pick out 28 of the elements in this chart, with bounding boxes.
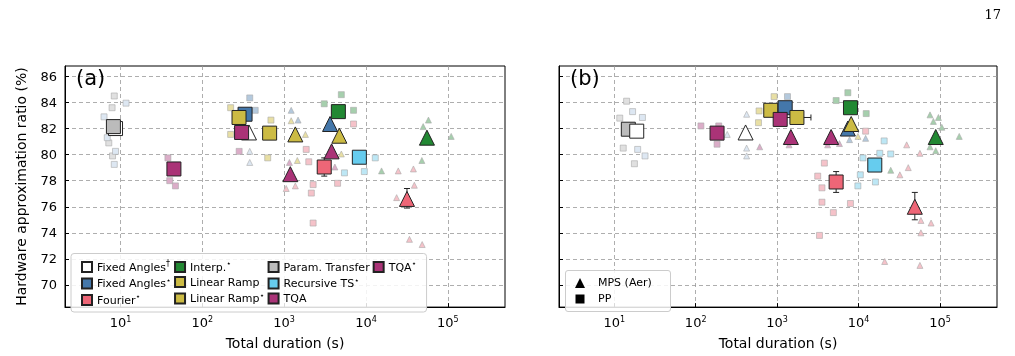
x-axis-title: Total duration (s)	[717, 334, 838, 351]
x-axis-title: Total duration (s)	[224, 334, 345, 351]
annotation: PP	[598, 291, 612, 307]
chart-title: (a)	[76, 65, 106, 90]
legend-label: Param. Transfer	[283, 260, 371, 274]
y-tick-label: 86	[40, 68, 57, 84]
legend-label: TQA⋆	[387, 259, 417, 274]
key-panel: MPS (Aer) PP	[565, 270, 671, 312]
text: 17	[984, 7, 1001, 22]
y-tick-label: 76	[40, 199, 57, 215]
chart-title: (b)	[570, 65, 600, 90]
legend-label: Fixed Angles†	[97, 259, 171, 274]
y-tick-label: 74	[40, 225, 57, 241]
y-tick-label: 72	[40, 251, 57, 267]
legend-label: Fourier⋆	[97, 292, 141, 307]
legend-label: Interp.⋆	[190, 259, 232, 274]
legend-label: Recursive TS⋆	[283, 275, 360, 290]
annotation: MPS (Aer)	[598, 275, 652, 291]
y-axis-title: Hardware approximation ratio (%)	[13, 67, 30, 306]
y-tick-label: 80	[40, 147, 57, 163]
legend-label: Linear Ramp	[190, 275, 260, 289]
legend-label: Linear Ramp⋆	[190, 290, 265, 305]
y-tick-label: 70	[40, 277, 57, 293]
y-tick-label: 82	[40, 121, 57, 137]
legend-label: TQA	[282, 292, 307, 305]
y-tick-label: 78	[40, 173, 57, 189]
legend-label: Fixed Angles⋆	[97, 275, 172, 290]
y-tick-label: 84	[40, 94, 57, 110]
